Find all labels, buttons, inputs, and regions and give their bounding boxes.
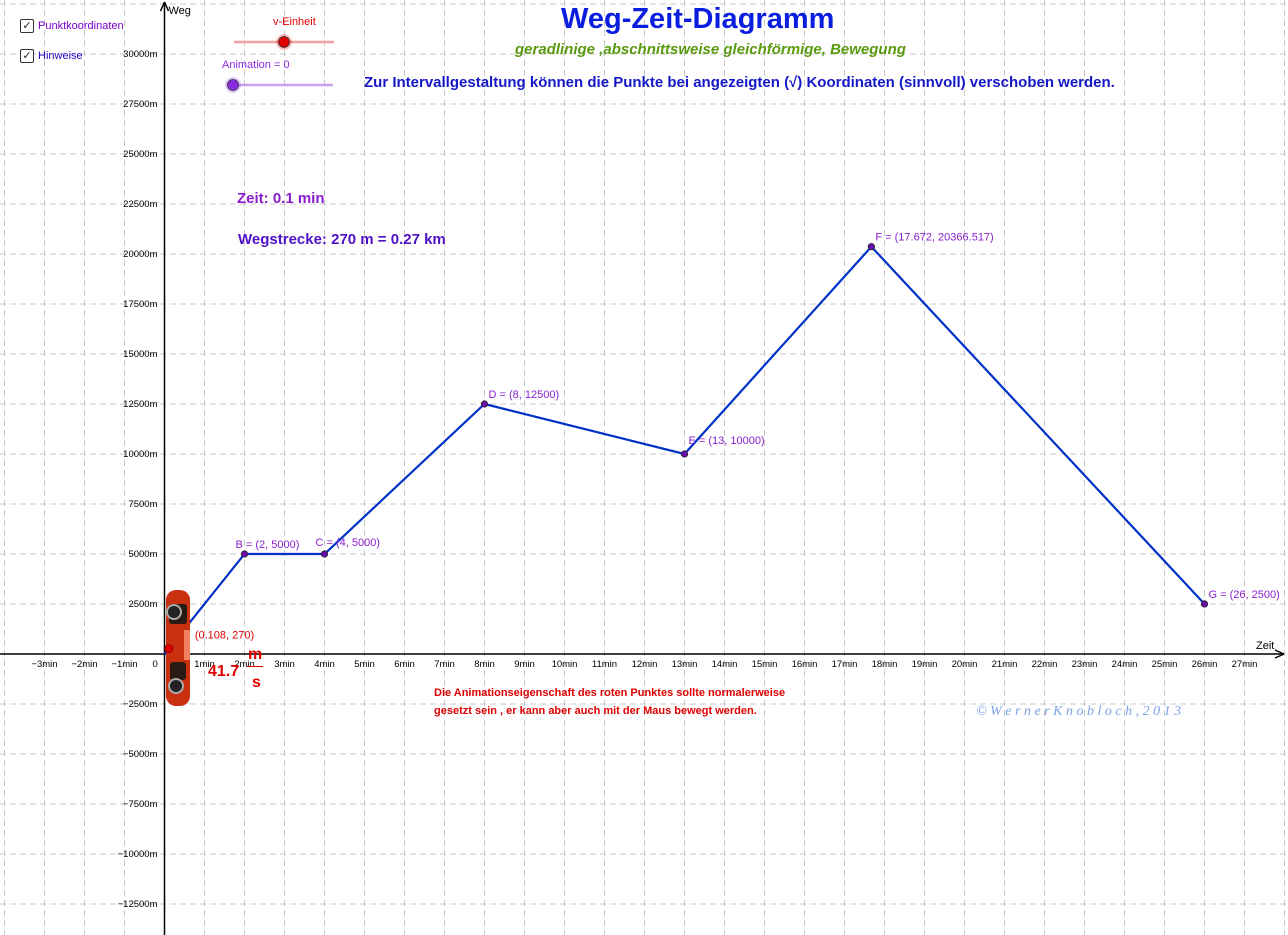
point-label: C = (4, 5000) (316, 537, 381, 549)
note-line-2: gesetzt sein , er kann aber auch mit der… (434, 705, 757, 717)
x-tick-label: 13min (672, 659, 698, 670)
slider-label-animation: Animation = 0 (222, 59, 290, 71)
speed-unit-numerator: m (248, 646, 263, 663)
point-label: E = (13, 10000) (689, 435, 765, 447)
x-tick-label: 27min (1232, 659, 1258, 670)
checkmark-icon: ✓ (20, 19, 34, 33)
x-tick-label: 2min (234, 659, 255, 670)
y-tick-label: 22500m (123, 199, 157, 210)
car-icon (166, 590, 190, 706)
x-axis-label: Zeit (1256, 640, 1274, 652)
y-tick-label: −12500m (118, 899, 158, 910)
y-tick-label: −7500m (123, 799, 158, 810)
x-tick-label: 19min (912, 659, 938, 670)
y-tick-label: −10000m (118, 849, 158, 860)
y-tick-label: 10000m (123, 449, 157, 460)
x-tick-label: 18min (872, 659, 898, 670)
speed-unit-denominator: s (252, 674, 261, 691)
x-tick-label: 6min (394, 659, 415, 670)
data-point[interactable] (320, 550, 329, 558)
page-subtitle: geradlinige ,abschnittsweise gleichförmi… (515, 41, 906, 58)
x-tick-label: 20min (952, 659, 978, 670)
y-tick-label: −5000m (123, 749, 158, 760)
slider-animation-knob[interactable] (227, 79, 239, 91)
y-tick-label: 5000m (128, 549, 157, 560)
x-tick-label: 9min (514, 659, 535, 670)
y-tick-label: 12500m (123, 399, 157, 410)
data-point[interactable] (480, 400, 489, 408)
time-readout: Zeit: 0.1 min (237, 190, 325, 207)
x-tick-label: 17min (832, 659, 858, 670)
x-tick-label: −2min (71, 659, 97, 670)
data-point[interactable] (1200, 600, 1209, 608)
point-label: F = (17.672, 20366.517) (875, 232, 993, 244)
y-tick-label: 27500m (123, 99, 157, 110)
y-tick-label: 30000m (123, 49, 157, 60)
speed-fraction-bar (247, 666, 263, 667)
y-tick-label: −2500m (123, 699, 158, 710)
y-axis-label: Weg (169, 5, 191, 17)
x-tick-label: 3min (274, 659, 295, 670)
x-tick-label: 14min (712, 659, 738, 670)
x-tick-label: 4min (314, 659, 335, 670)
y-axis-arrow (159, 1, 170, 12)
x-tick-label: 11min (592, 659, 617, 670)
moving-point[interactable] (164, 644, 174, 653)
y-tick-label: 17500m (123, 299, 157, 310)
y-tick-label: 7500m (128, 499, 157, 510)
x-tick-label: 24min (1112, 659, 1138, 670)
y-tick-label: 2500m (128, 599, 157, 610)
speed-value: 41.7 (208, 663, 240, 680)
x-tick-label: 16min (792, 659, 818, 670)
x-tick-label: 23min (1072, 659, 1098, 670)
x-tick-label: −1min (111, 659, 137, 670)
data-point[interactable] (240, 550, 249, 558)
moving-point-label: (0.108, 270) (195, 630, 254, 642)
x-tick-label: 26min (1192, 659, 1218, 670)
checkbox-punktkoordinaten[interactable]: ✓ Punktkoordinaten (20, 19, 124, 33)
x-tick-label: 10min (552, 659, 578, 670)
point-label: B = (2, 5000) (236, 539, 300, 551)
y-tick-label: 15000m (123, 349, 157, 360)
data-point[interactable] (680, 450, 689, 458)
x-tick-label: 22min (1032, 659, 1058, 670)
page-title: Weg-Zeit-Diagramm (561, 3, 835, 35)
slider-v-einheit-knob[interactable] (278, 36, 290, 48)
x-tick-label: 12min (632, 659, 658, 670)
point-label: D = (8, 12500) (489, 389, 560, 401)
x-tick-label: −3min (31, 659, 57, 670)
hint-text: Zur Intervallgestaltung können die Punkt… (364, 74, 1115, 91)
x-tick-label: 15min (752, 659, 778, 670)
copyright: © W e r n e r K n o b l o c h , 2 0 1 3 (976, 704, 1182, 719)
point-label: G = (26, 2500) (1209, 589, 1280, 601)
x-tick-label: 7min (434, 659, 455, 670)
x-tick-label: 5min (354, 659, 375, 670)
x-tick-label: 25min (1152, 659, 1178, 670)
distance-readout: Wegstrecke: 270 m = 0.27 km (238, 231, 446, 248)
x-tick-label: 21min (992, 659, 1018, 670)
checkbox-hinweise[interactable]: ✓ Hinweise (20, 49, 83, 63)
checkbox-label-hinweise: Hinweise (38, 50, 83, 62)
y-tick-label: 20000m (123, 249, 157, 260)
y-tick-label: 25000m (123, 149, 157, 160)
checkmark-icon: ✓ (20, 49, 34, 63)
x-tick-label: 8min (474, 659, 495, 670)
data-point[interactable] (867, 243, 875, 251)
x-tick-label: 1min (194, 659, 215, 670)
x-tick-label: 0 (153, 659, 158, 670)
slider-label-v-einheit: v-Einheit (273, 16, 316, 28)
x-axis-arrow (1274, 649, 1285, 659)
checkbox-label-punktkoordinaten: Punktkoordinaten (38, 20, 124, 32)
note-line-1: Die Animationseigenschaft des roten Punk… (434, 687, 786, 699)
